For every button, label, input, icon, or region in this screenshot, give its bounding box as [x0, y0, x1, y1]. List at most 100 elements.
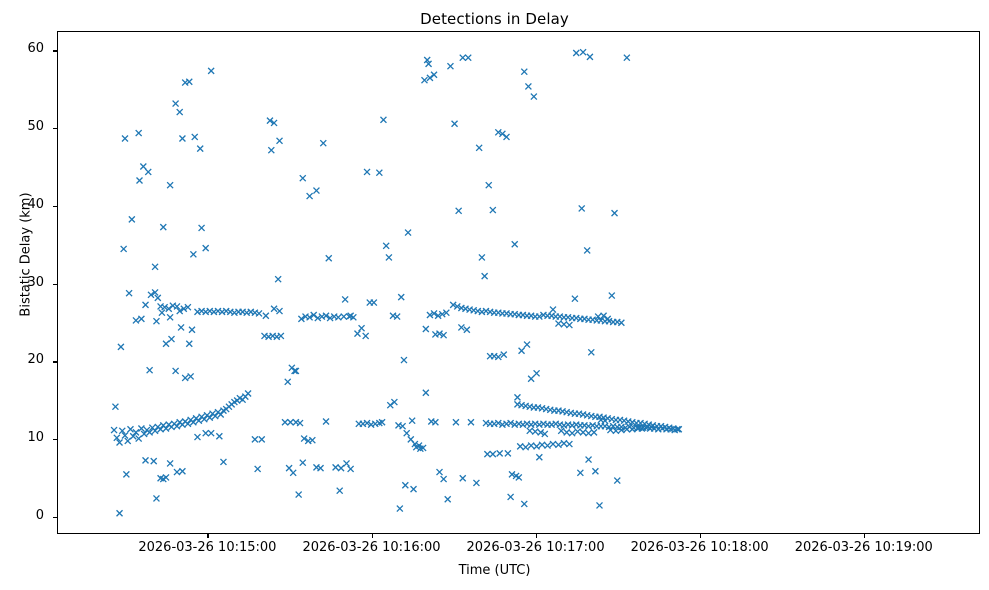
x-tick-label: 2026-03-26 10:15:00: [138, 540, 277, 555]
scatter-point: [397, 293, 405, 301]
scatter-point: [274, 275, 282, 283]
scatter-point: [319, 139, 327, 147]
scatter-point: [151, 263, 159, 271]
scatter-point: [503, 133, 510, 141]
plot-area: [57, 31, 980, 534]
scatter-point: [255, 309, 263, 317]
scatter-point: [449, 301, 457, 309]
scatter-point: [206, 414, 214, 422]
x-tick-mark: [371, 534, 373, 538]
scatter-point: [604, 315, 612, 323]
scatter-point: [675, 425, 683, 433]
scatter-point: [613, 477, 621, 485]
scatter-point: [176, 108, 184, 116]
scatter-point: [527, 442, 535, 450]
scatter-point: [436, 468, 443, 476]
scatter-point: [382, 242, 390, 250]
scatter-point: [511, 240, 519, 248]
scatter-point: [617, 426, 625, 434]
scatter-point: [579, 428, 587, 436]
scatter-point: [289, 469, 297, 477]
scatter-point: [322, 418, 330, 425]
scatter-point: [146, 428, 154, 436]
scatter-point: [463, 326, 471, 334]
scatter-point: [591, 467, 599, 475]
scatter-point: [207, 429, 215, 437]
scatter-point: [347, 465, 355, 473]
scatter-point: [306, 192, 314, 200]
scatter-point: [128, 215, 136, 223]
scatter-point: [165, 305, 173, 313]
scatter-point: [276, 307, 283, 315]
scatter-point: [162, 425, 170, 432]
scatter-point: [459, 54, 467, 62]
scatter-point: [403, 429, 411, 437]
scatter-point: [535, 453, 543, 461]
scatter-point: [337, 464, 345, 472]
scatter-point: [172, 100, 180, 107]
scatter-point: [306, 313, 314, 321]
scatter-point: [478, 253, 486, 261]
scatter-point: [137, 315, 145, 323]
scatter-point: [286, 418, 294, 426]
scatter-point: [541, 430, 549, 438]
scatter-point: [185, 340, 193, 348]
scatter-point: [132, 316, 140, 324]
scatter-point: [325, 254, 333, 262]
scatter-point: [152, 317, 160, 325]
x-tick-mark: [207, 534, 209, 538]
scatter-point: [176, 307, 184, 315]
scatter-point: [326, 314, 334, 322]
scatter-point: [202, 244, 210, 252]
scatter-point: [276, 137, 283, 145]
scatter-point: [410, 485, 417, 493]
scatter-point: [173, 302, 181, 310]
scatter-point: [422, 325, 430, 333]
scatter-point: [150, 457, 158, 465]
scatter-point: [254, 465, 262, 473]
scatter-point: [310, 311, 318, 319]
scatter-point: [244, 390, 252, 397]
y-tick-label: 20: [27, 352, 44, 368]
scatter-point: [139, 163, 147, 170]
scatter-point: [623, 425, 631, 433]
scatter-point: [125, 289, 133, 297]
scatter-point: [611, 209, 618, 217]
scatter-point: [370, 299, 378, 307]
scatter-point: [489, 450, 497, 458]
scatter-point: [116, 439, 123, 446]
scatter-point: [296, 419, 304, 427]
x-tick-mark: [699, 534, 701, 538]
scatter-point: [111, 403, 119, 411]
scatter-point: [136, 177, 143, 184]
scatter-point: [375, 169, 383, 177]
scatter-point: [600, 312, 608, 320]
scatter-point: [452, 418, 460, 426]
scatter-point: [135, 129, 143, 137]
scatter-point: [412, 443, 420, 451]
scatter-point: [219, 458, 227, 466]
scatter-point: [401, 481, 409, 489]
scatter-point: [270, 305, 278, 313]
x-tick-label: 2026-03-26 10:16:00: [302, 540, 441, 555]
scatter-point: [177, 323, 185, 331]
y-tick-mark: [53, 205, 57, 208]
scatter-point: [400, 356, 408, 364]
scatter-point: [507, 419, 515, 427]
scatter-point: [549, 440, 557, 448]
scatter-point: [166, 313, 174, 321]
scatter-point: [579, 48, 587, 56]
scatter-point: [347, 312, 355, 320]
scatter-point: [496, 449, 504, 457]
scatter-point: [596, 501, 603, 509]
x-tick-mark: [535, 534, 537, 538]
scatter-point: [196, 145, 204, 153]
scatter-point: [557, 427, 565, 435]
scatter-point: [457, 323, 465, 331]
scatter-layer: [110, 48, 683, 517]
scatter-point: [504, 449, 512, 457]
scatter-point: [430, 309, 438, 317]
y-tick-mark: [53, 128, 57, 130]
scatter-point: [438, 310, 446, 318]
scatter-point: [191, 133, 199, 141]
